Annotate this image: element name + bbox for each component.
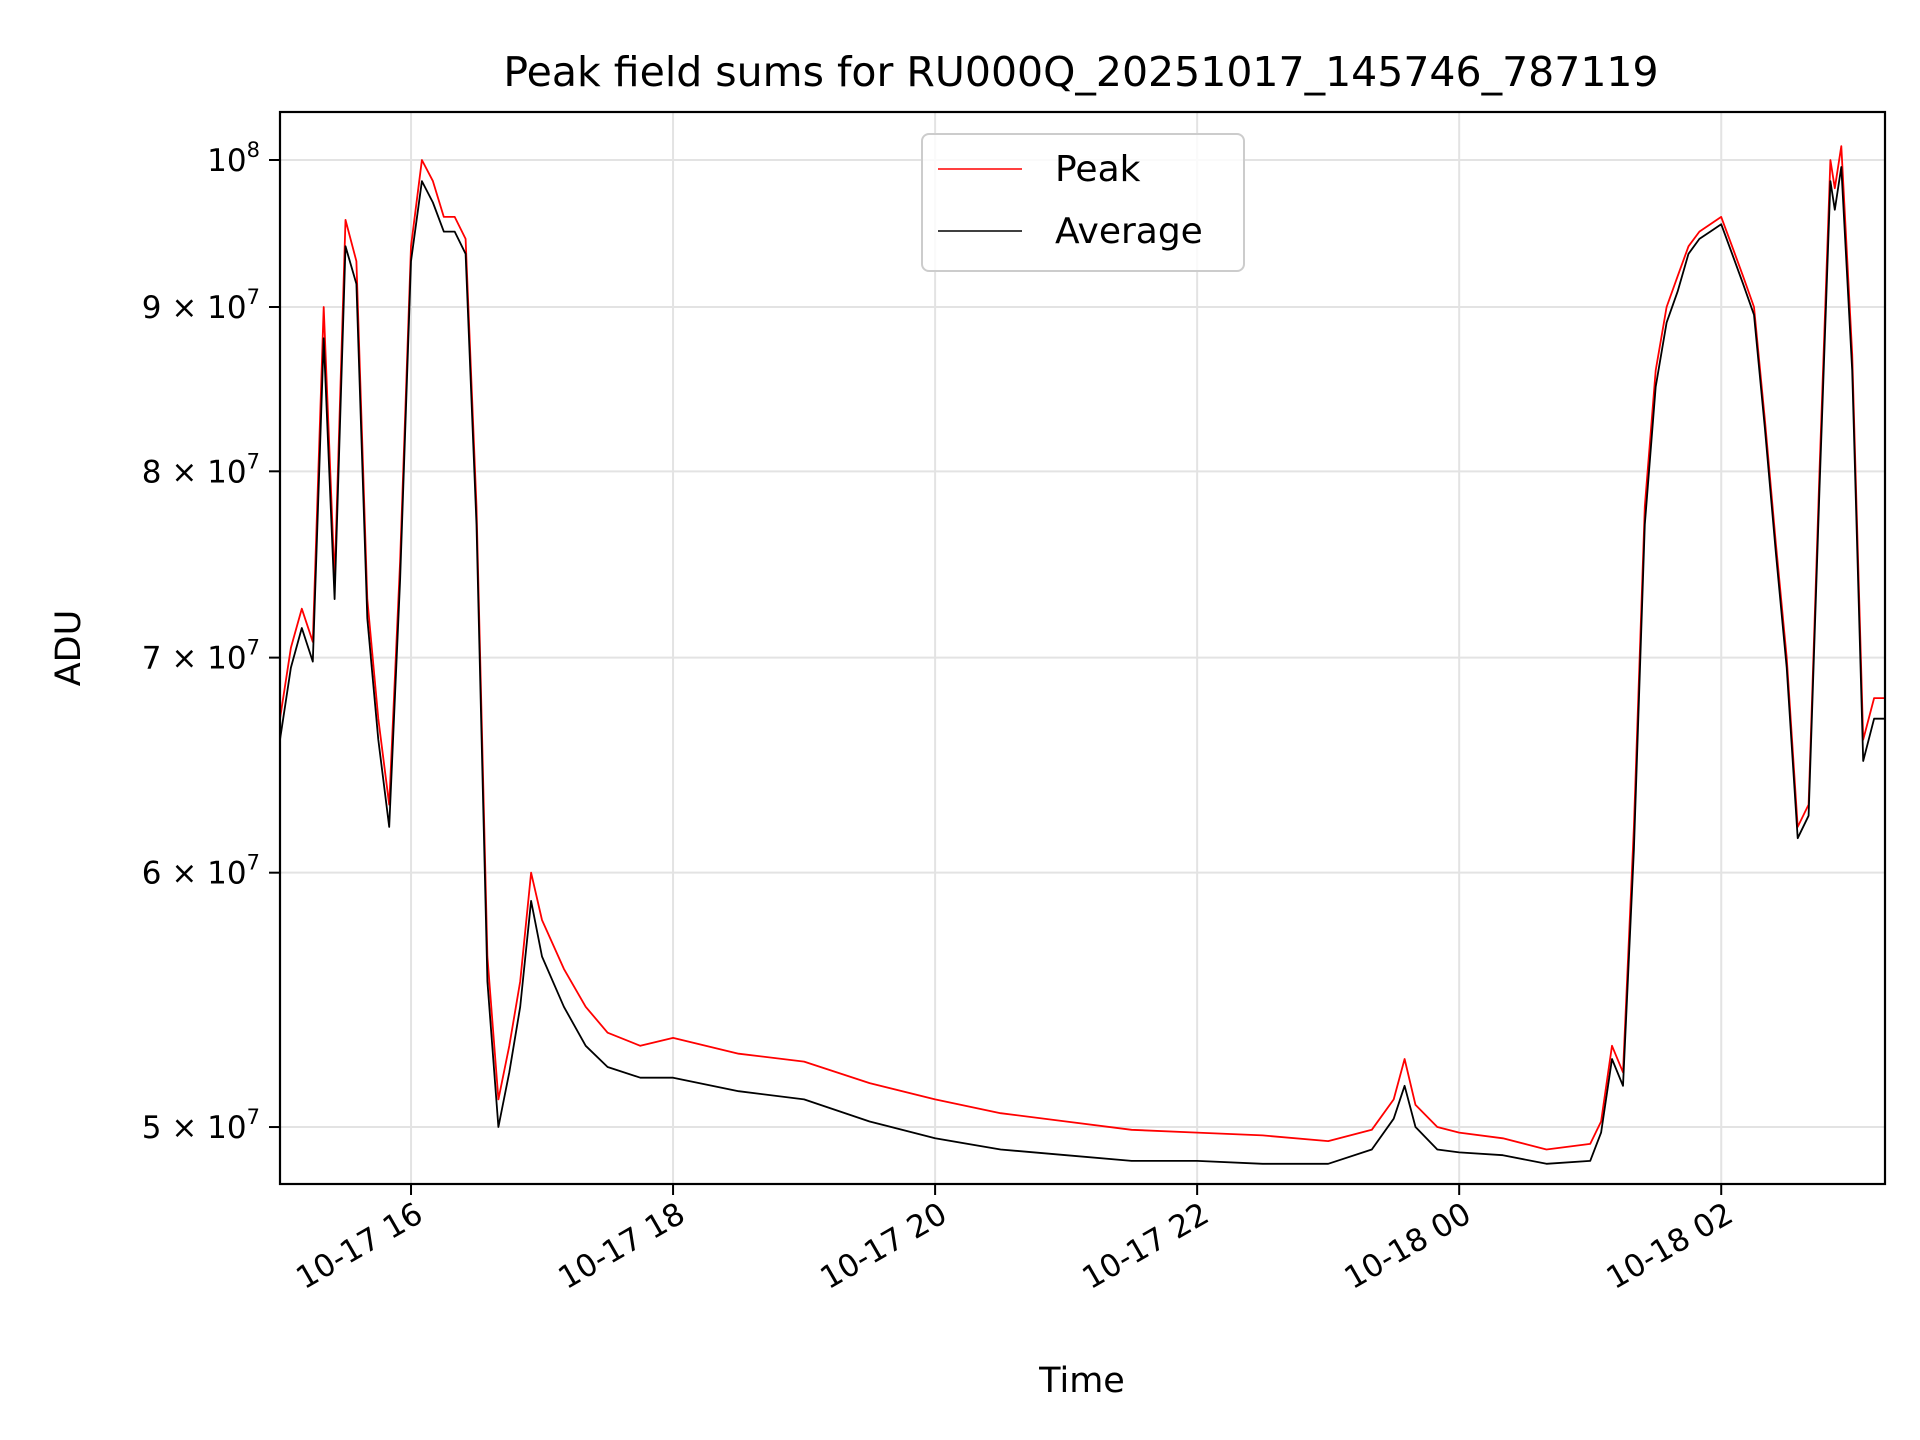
plot-background bbox=[280, 112, 1885, 1184]
y-axis-label: ADU bbox=[49, 610, 89, 687]
legend-label-average: Average bbox=[1055, 211, 1203, 252]
plot-area: 10-17 16 10-17 18 10-17 20 10-17 22 10-18 00… bbox=[142, 110, 1887, 1297]
legend: Peak Average bbox=[921, 133, 1245, 272]
y-tick-label: 6 × 107 bbox=[142, 851, 260, 892]
y-tick-label: 5 × 107 bbox=[142, 1105, 260, 1146]
y-tick-label: 8 × 107 bbox=[142, 449, 260, 490]
y-tick-label: 7 × 107 bbox=[142, 636, 260, 677]
legend-label-peak: Peak bbox=[1055, 149, 1141, 190]
series-layer bbox=[279, 145, 1885, 1165]
y-tick-label: 9 × 107 bbox=[142, 285, 260, 326]
series-line-average bbox=[279, 166, 1885, 1165]
plot-frame bbox=[278, 110, 1887, 1186]
chart-title: Peak field sums for RU000Q_20251017_1457… bbox=[503, 48, 1658, 96]
grid bbox=[280, 112, 1885, 1184]
y-tick-label: 108 bbox=[207, 138, 260, 179]
x-axis-label: Time bbox=[1038, 1361, 1125, 1401]
